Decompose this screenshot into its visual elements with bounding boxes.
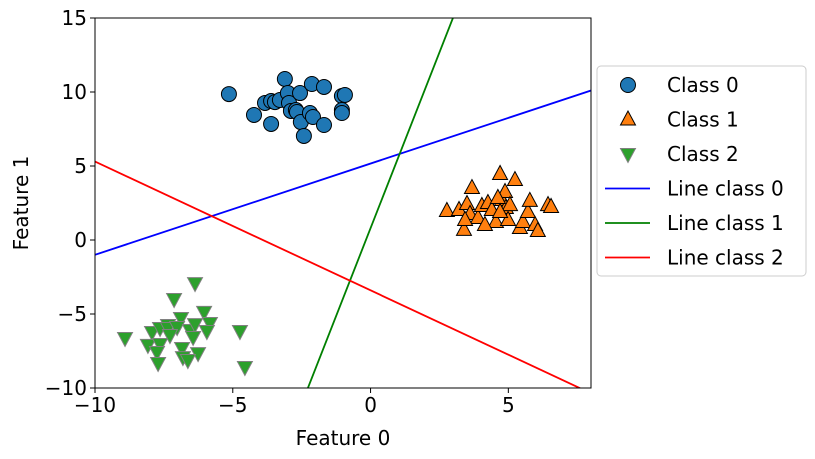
- class-1-point: [521, 191, 539, 207]
- class-1-point: [499, 210, 517, 227]
- class-1-point: [463, 178, 481, 195]
- legend-label: Line class 1: [667, 211, 784, 235]
- class-0-point: [220, 86, 237, 103]
- y-tick-label: −10: [45, 376, 87, 400]
- class-2-point: [184, 330, 202, 347]
- class-0-point: [315, 78, 332, 95]
- legend-marker: [620, 77, 636, 93]
- class-1-point: [506, 170, 524, 187]
- legend-label: Line class 2: [667, 246, 784, 270]
- class-1-point: [438, 201, 456, 217]
- class-2-point: [186, 277, 204, 293]
- class-1-point: [519, 202, 537, 219]
- class-2-point: [116, 331, 134, 348]
- class-2-point: [148, 346, 166, 362]
- x-tick-label: −10: [74, 393, 116, 417]
- class-0-point: [336, 86, 353, 103]
- class-2-point: [179, 354, 197, 370]
- class-1-point: [542, 197, 560, 213]
- class-1-point: [491, 202, 509, 219]
- class-2-point: [236, 360, 254, 377]
- class-1-point: [514, 212, 532, 228]
- class-0-point: [263, 115, 280, 132]
- class-1-point: [496, 182, 514, 199]
- class-1-point: [501, 195, 519, 212]
- class-2-point: [201, 317, 219, 333]
- y-axis-label: Feature 1: [9, 156, 33, 251]
- class-2-point: [143, 326, 161, 342]
- legend-label: Line class 0: [667, 177, 784, 201]
- x-tick-label: 0: [364, 393, 377, 417]
- y-tick-label: 5: [74, 154, 87, 178]
- class-2-point: [198, 325, 216, 341]
- legend-label: Class 2: [667, 142, 739, 166]
- class-2-point: [161, 329, 179, 345]
- class-0-point: [245, 106, 262, 123]
- x-axis-label: Feature 0: [296, 426, 391, 450]
- class-1-point: [458, 194, 476, 211]
- class-1-point: [469, 208, 487, 224]
- class-1-point: [487, 212, 505, 228]
- legend: Class 0 Class 1 Class 2 Line class 0 Line cl…: [596, 65, 807, 277]
- class-1-point: [489, 188, 507, 204]
- class-2-point: [186, 318, 204, 334]
- class-1-point: [455, 220, 473, 236]
- y-tick-label: 0: [74, 228, 87, 252]
- class-2-point: [172, 311, 190, 328]
- class-0-point: [333, 105, 350, 122]
- class-1-point: [476, 215, 494, 232]
- y-tick-label: 10: [62, 80, 87, 104]
- class-2-point: [195, 305, 213, 322]
- class-2-point: [149, 356, 167, 373]
- class-2-point: [231, 325, 249, 341]
- class-1-point: [491, 164, 509, 180]
- class-0-point: [276, 70, 293, 87]
- y-tick-label: 15: [62, 6, 87, 30]
- line-class-0: [95, 89, 591, 256]
- x-tick-label: −5: [218, 393, 247, 417]
- legend-marker: [619, 109, 637, 126]
- legend-marker: [619, 148, 637, 164]
- class-0-point: [292, 85, 309, 102]
- class-0-point: [304, 109, 321, 126]
- class-2-point: [165, 293, 183, 309]
- class-0-point: [315, 117, 332, 134]
- class-1-point: [456, 210, 474, 227]
- class-2-point: [151, 338, 169, 354]
- legend-label: Class 0: [667, 73, 739, 97]
- class-2-point: [173, 342, 191, 358]
- class-2-point: [168, 321, 186, 337]
- x-tick-label: 5: [502, 393, 515, 417]
- class-1-point: [529, 221, 547, 237]
- line-class-1: [306, 18, 454, 388]
- line-class-2: [95, 160, 582, 388]
- class-0-point: [295, 127, 312, 144]
- y-tick-label: −5: [58, 302, 87, 326]
- plot-frame: [94, 17, 592, 389]
- legend-label: Class 1: [667, 108, 739, 132]
